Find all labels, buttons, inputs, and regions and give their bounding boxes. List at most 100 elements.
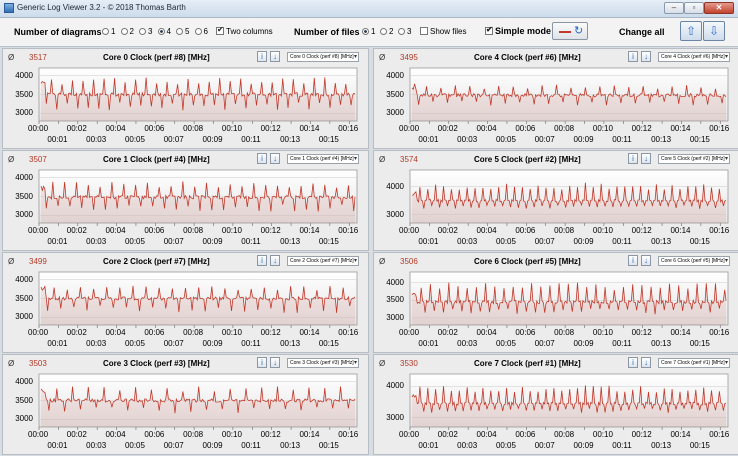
x-tick-label: 00:02 [437, 226, 458, 235]
info-icon: i [632, 358, 634, 367]
move-down-button[interactable]: ↓ [641, 153, 651, 164]
move-down-button[interactable]: ↓ [270, 255, 280, 266]
sensor-select[interactable]: Core 1 Clock (perf #4) [MHz] ▾ [287, 154, 359, 164]
diagram-title: Core 7 Clock (perf #1) [MHz] [474, 359, 581, 368]
arrow-down-icon: ↓ [273, 154, 277, 163]
diagrams-radio-circle[interactable] [194, 28, 202, 35]
diagrams-radio-circle[interactable] [120, 28, 128, 35]
series-area [41, 181, 355, 223]
arrow-down-icon: ↓ [644, 256, 648, 265]
x-tick-label: 00:03 [457, 339, 478, 348]
info-button[interactable]: i [257, 255, 267, 266]
x-tick-label: 00:04 [476, 124, 497, 133]
minimize-button[interactable]: – [664, 2, 684, 14]
two-columns-check-box[interactable] [216, 25, 224, 35]
files-radio-1[interactable]: 1 [362, 27, 375, 36]
sensor-select[interactable]: Core 5 Clock (perf #2) [MHz] ▾ [658, 154, 730, 164]
x-tick-label: 00:15 [318, 441, 339, 450]
diagrams-radio-circle[interactable] [102, 28, 109, 35]
info-button[interactable]: i [628, 255, 638, 266]
info-button[interactable]: i [257, 357, 267, 368]
diagrams-radio-2[interactable]: 2 [120, 27, 134, 36]
x-tick-label: 00:13 [280, 441, 301, 450]
files-radio-circle[interactable] [398, 28, 405, 35]
files-radio-circle[interactable] [380, 28, 387, 35]
average-symbol: Ø [379, 257, 386, 266]
chevron-down-icon: ▾ [724, 156, 728, 162]
move-down-button[interactable]: ↓ [641, 357, 651, 368]
arrow-up-icon: ⇧ [685, 24, 697, 38]
x-tick-label: 00:04 [105, 124, 126, 133]
files-radio-circle[interactable] [362, 28, 369, 35]
diagrams-radio-circle[interactable] [139, 28, 146, 35]
x-tick-label: 00:12 [631, 328, 652, 337]
sensor-select[interactable]: Core 3 Clock (perf #3) [MHz] ▾ [287, 358, 359, 368]
sensor-select[interactable]: Core 7 Clock (perf #1) [MHz] ▾ [658, 358, 730, 368]
diagrams-radio-circle[interactable] [157, 28, 165, 35]
show-files-checkbox[interactable]: Show files [420, 27, 466, 36]
x-tick-label: 00:06 [515, 226, 536, 235]
average-symbol: Ø [379, 155, 386, 164]
diagrams-radio-4[interactable]: 4 [157, 27, 171, 36]
simple-mode-check-box[interactable] [485, 25, 493, 35]
y-tick-label: 4000 [15, 172, 33, 182]
sensor-select[interactable]: Core 6 Clock (perf #5) [MHz] ▾ [658, 256, 730, 266]
move-down-button[interactable]: ↓ [641, 51, 651, 62]
x-tick-label: 00:04 [105, 226, 126, 235]
sensor-select-value: Core 4 Clock (perf #6) [MHz] [661, 54, 725, 60]
x-tick-label: 00:14 [299, 124, 320, 133]
average-symbol: Ø [8, 359, 15, 368]
x-tick-label: 00:02 [437, 430, 458, 439]
x-tick-label: 00:05 [495, 135, 516, 144]
show-files-check-box[interactable] [420, 27, 428, 35]
sensor-select-value: Core 2 Clock (perf #7) [MHz] [290, 258, 354, 264]
y-tick-label: 4000 [386, 277, 404, 287]
y-tick-label: 3000 [15, 210, 33, 220]
x-tick-label: 00:01 [47, 135, 68, 144]
line-style-button[interactable]: ↻ [552, 22, 588, 40]
x-tick-label: 00:06 [515, 430, 536, 439]
files-radio-2[interactable]: 2 [380, 27, 393, 36]
diagrams-radio-3[interactable]: 3 [139, 27, 152, 36]
x-tick-label: 00:10 [221, 328, 242, 337]
x-tick-label: 00:07 [534, 339, 555, 348]
arrow-down-icon: ↓ [644, 52, 648, 61]
average-value: 3506 [400, 257, 418, 266]
y-tick-label: 4000 [15, 70, 33, 80]
info-button[interactable]: i [628, 153, 638, 164]
info-button[interactable]: i [257, 51, 267, 62]
two-columns-label: Two columns [226, 27, 273, 36]
y-tick-label: 3500 [386, 295, 404, 305]
files-radio-3[interactable]: 3 [398, 27, 411, 36]
diagrams-radio-circle[interactable] [176, 28, 183, 35]
move-down-button[interactable]: ↓ [641, 255, 651, 266]
x-tick-label: 00:08 [554, 124, 575, 133]
two-columns-checkbox[interactable]: Two columns [216, 25, 273, 36]
move-down-button[interactable]: ↓ [270, 51, 280, 62]
close-button[interactable]: ✕ [704, 2, 734, 14]
diagram-panel: Ø 3530 Core 7 Clock (perf #1) [MHz] i ↓ Core … [373, 354, 738, 455]
diagrams-label: Number of diagrams [14, 27, 102, 37]
diagrams-radio-5[interactable]: 5 [176, 27, 189, 36]
x-tick-label: 00:10 [221, 430, 242, 439]
move-down-button[interactable]: ↓ [270, 357, 280, 368]
diagrams-radio-1[interactable]: 1 [102, 27, 115, 36]
x-tick-label: 00:04 [476, 430, 497, 439]
move-up-all-button[interactable]: ⇧ [680, 21, 702, 41]
x-tick-label: 00:01 [418, 135, 439, 144]
info-button[interactable]: i [257, 153, 267, 164]
diagrams-radio-6[interactable]: 6 [194, 27, 208, 36]
x-tick-label: 00:03 [457, 237, 478, 246]
sensor-select[interactable]: Core 4 Clock (perf #6) [MHz] ▾ [658, 52, 730, 62]
sensor-select[interactable]: Core 0 Clock (perf #8) [MHz] ▾ [287, 52, 359, 62]
maximize-button[interactable]: ▫ [684, 2, 704, 14]
info-button[interactable]: i [628, 51, 638, 62]
y-tick-label: 4000 [386, 70, 404, 80]
info-button[interactable]: i [628, 357, 638, 368]
move-down-button[interactable]: ↓ [270, 153, 280, 164]
x-tick-label: 00:09 [202, 237, 223, 246]
simple-mode-checkbox[interactable]: Simple mode [485, 25, 551, 36]
move-down-all-button[interactable]: ⇩ [703, 21, 725, 41]
sensor-select[interactable]: Core 2 Clock (perf #7) [MHz] ▾ [287, 256, 359, 266]
chevron-down-icon: ▾ [353, 258, 357, 264]
